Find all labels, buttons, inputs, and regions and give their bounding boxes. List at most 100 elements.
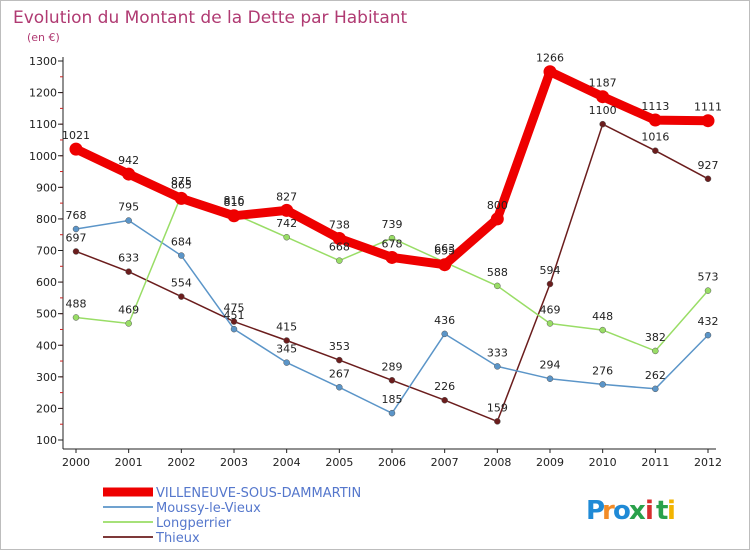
data-label: 927 bbox=[698, 159, 719, 172]
chart-subtitle: (en €) bbox=[27, 31, 60, 44]
data-label: 697 bbox=[66, 231, 87, 244]
data-label: 816 bbox=[224, 194, 245, 207]
data-point bbox=[546, 375, 554, 382]
x-tick-label: 2009 bbox=[536, 456, 564, 469]
x-tick-label: 2001 bbox=[115, 456, 143, 469]
data-point bbox=[648, 113, 662, 127]
data-point bbox=[546, 280, 554, 288]
data-label: 1021 bbox=[62, 129, 90, 142]
data-point bbox=[336, 384, 343, 391]
data-label: 795 bbox=[118, 200, 139, 213]
data-label: 1111 bbox=[694, 101, 722, 114]
data-label: 226 bbox=[434, 380, 455, 393]
data-label: 436 bbox=[434, 314, 455, 327]
data-label: 353 bbox=[329, 340, 350, 353]
data-point bbox=[388, 409, 396, 417]
data-label: 185 bbox=[382, 393, 403, 406]
data-label: 800 bbox=[487, 199, 508, 212]
data-label: 738 bbox=[329, 218, 350, 231]
data-label: 289 bbox=[382, 360, 403, 373]
data-point bbox=[125, 268, 132, 275]
legend-label-2: Longperrier bbox=[156, 516, 232, 531]
series-layer bbox=[69, 65, 715, 425]
data-label: 827 bbox=[276, 190, 297, 203]
data-point bbox=[385, 250, 399, 264]
data-label: 1100 bbox=[589, 104, 617, 117]
data-point bbox=[599, 326, 606, 334]
logo-letter: x bbox=[629, 496, 646, 526]
logo-letter: i bbox=[645, 496, 654, 526]
data-point bbox=[283, 337, 290, 344]
data-point bbox=[332, 231, 346, 245]
data-point bbox=[280, 203, 294, 217]
data-label: 768 bbox=[66, 209, 87, 222]
logo-letter: i bbox=[667, 496, 676, 526]
data-label: 554 bbox=[171, 277, 192, 290]
data-point bbox=[441, 396, 448, 404]
data-label: 865 bbox=[171, 178, 192, 191]
data-point bbox=[494, 418, 501, 425]
data-point bbox=[336, 356, 343, 364]
data-label: 668 bbox=[329, 241, 350, 254]
x-tick-label: 2010 bbox=[589, 456, 617, 469]
data-point bbox=[336, 257, 343, 264]
data-point bbox=[704, 331, 712, 339]
legend-label-3: Thieux bbox=[155, 531, 200, 546]
x-tick-label: 2004 bbox=[273, 456, 301, 469]
y-tick-label: 1200 bbox=[29, 87, 57, 100]
data-point bbox=[701, 114, 715, 128]
logo-letter: P bbox=[586, 496, 605, 526]
data-label: 1113 bbox=[641, 100, 669, 113]
data-label: 276 bbox=[592, 364, 613, 377]
data-point bbox=[125, 217, 132, 224]
logo-letter: o bbox=[613, 496, 631, 526]
y-tick-label: 700 bbox=[36, 245, 57, 258]
data-label: 333 bbox=[487, 346, 508, 359]
data-label: 663 bbox=[434, 242, 455, 255]
x-tick-label: 2002 bbox=[167, 456, 195, 469]
data-point bbox=[283, 233, 290, 241]
y-tick-label: 500 bbox=[36, 308, 57, 321]
data-label: 684 bbox=[171, 236, 192, 249]
data-point bbox=[174, 191, 188, 205]
x-tick-label: 2007 bbox=[431, 456, 459, 469]
x-tick-label: 2012 bbox=[694, 456, 722, 469]
data-point bbox=[283, 359, 290, 366]
data-label: 1266 bbox=[536, 52, 564, 65]
chart-title: Evolution du Montant de la Dette par Hab… bbox=[13, 8, 408, 28]
data-label: 432 bbox=[698, 315, 719, 328]
data-label: 875 bbox=[171, 175, 192, 188]
x-tick-label: 2000 bbox=[62, 456, 90, 469]
data-point bbox=[230, 325, 238, 333]
data-label: 573 bbox=[698, 271, 719, 284]
data-point bbox=[438, 258, 452, 272]
y-tick-label: 400 bbox=[36, 339, 57, 352]
data-label: 633 bbox=[118, 252, 139, 265]
data-point bbox=[494, 282, 501, 290]
x-tick-label: 2005 bbox=[325, 456, 353, 469]
data-point bbox=[178, 252, 185, 259]
data-point bbox=[72, 314, 80, 321]
data-point bbox=[596, 90, 610, 104]
data-labels: 697 633 554 475 415 353 289 226 159 594 1100 1016 92… bbox=[62, 52, 722, 415]
data-label: 415 bbox=[276, 321, 297, 334]
data-label: 469 bbox=[118, 303, 139, 316]
data-label: 1016 bbox=[641, 131, 669, 144]
data-point bbox=[72, 225, 80, 233]
y-tick-label: 600 bbox=[36, 276, 57, 289]
x-tick-label: 2006 bbox=[378, 456, 406, 469]
data-label: 810 bbox=[224, 196, 245, 209]
y-tick-label: 300 bbox=[36, 371, 57, 384]
data-label: 488 bbox=[66, 297, 87, 310]
data-label: 382 bbox=[645, 331, 666, 344]
data-point bbox=[704, 175, 712, 183]
data-point bbox=[704, 287, 712, 294]
data-label: 262 bbox=[645, 369, 666, 382]
data-point bbox=[388, 377, 396, 384]
data-label: 942 bbox=[118, 154, 139, 167]
y-tick-label: 1100 bbox=[29, 118, 57, 131]
data-point bbox=[178, 293, 185, 300]
